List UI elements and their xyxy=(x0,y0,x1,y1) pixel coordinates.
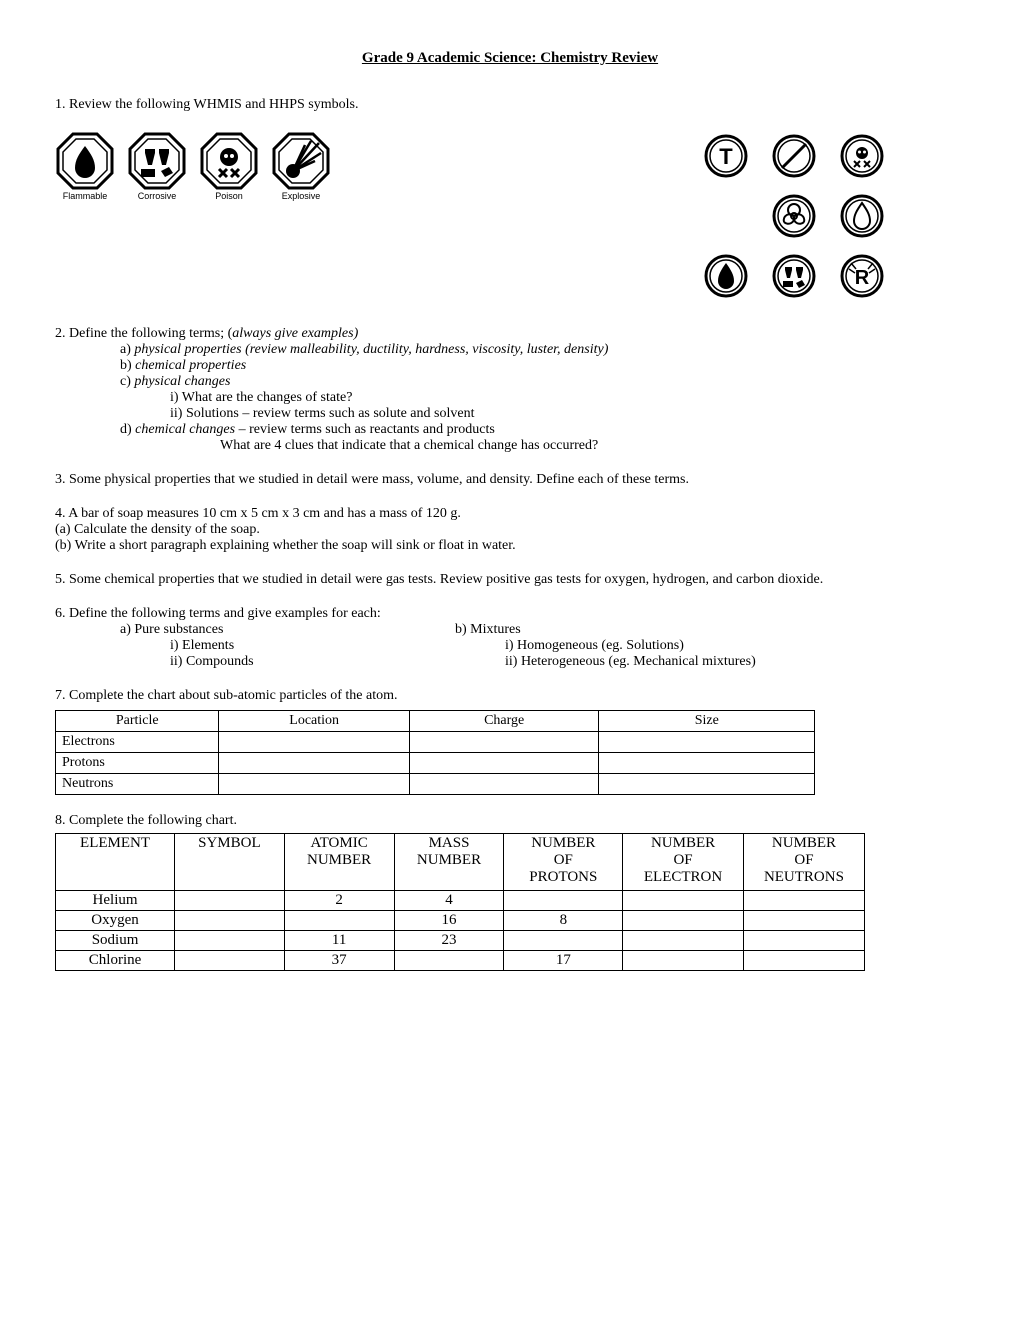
element-table: ELEMENTSYMBOLATOMICNUMBERMASSNUMBERNUMBE… xyxy=(55,833,865,971)
hhps-prohibited-icon xyxy=(769,131,819,181)
hhps-biohazard-icon xyxy=(769,191,819,241)
hhps-group: T R xyxy=(701,131,887,301)
svg-text:T: T xyxy=(719,144,733,169)
whmis-label: Corrosive xyxy=(127,191,187,201)
question-6: 6. Define the following terms and give e… xyxy=(55,606,965,670)
page-title: Grade 9 Academic Science: Chemistry Revi… xyxy=(55,50,965,67)
question-1: 1. Review the following WHMIS and HHPS s… xyxy=(55,97,965,113)
whmis-group: Flammable Corrosive xyxy=(55,131,331,201)
hhps-flame-outline-icon xyxy=(837,191,887,241)
hhps-reactive-icon: R xyxy=(837,251,887,301)
question-5: 5. Some chemical properties that we stud… xyxy=(55,572,965,588)
question-2: 2. Define the following terms; (always g… xyxy=(55,326,965,454)
question-8: 8. Complete the following chart. ELEMENT… xyxy=(55,813,965,971)
flammable-icon xyxy=(55,131,115,191)
hhps-flammable-icon xyxy=(701,251,751,301)
svg-text:R: R xyxy=(855,267,870,289)
question-7: 7. Complete the chart about sub-atomic p… xyxy=(55,688,965,795)
symbols-row: Flammable Corrosive xyxy=(55,131,965,301)
question-4: 4. A bar of soap measures 10 cm x 5 cm x… xyxy=(55,506,965,554)
corrosive-icon xyxy=(127,131,187,191)
hhps-skull-icon xyxy=(837,131,887,181)
hhps-toxic-icon: T xyxy=(701,131,751,181)
explosive-icon xyxy=(271,131,331,191)
question-3: 3. Some physical properties that we stud… xyxy=(55,472,965,488)
whmis-label: Flammable xyxy=(55,191,115,201)
subatomic-table: ParticleLocationChargeSizeElectronsProto… xyxy=(55,710,815,795)
whmis-label: Poison xyxy=(199,191,259,201)
poison-icon xyxy=(199,131,259,191)
whmis-label: Explosive xyxy=(271,191,331,201)
hhps-corrosive-icon xyxy=(769,251,819,301)
